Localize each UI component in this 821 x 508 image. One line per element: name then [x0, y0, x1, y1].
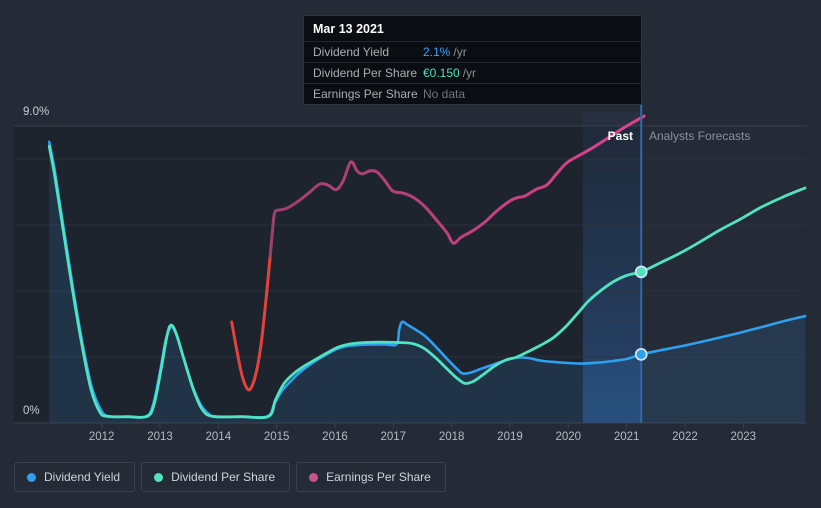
dividend-yield-area	[49, 141, 806, 424]
y-axis-label-bottom: 0%	[23, 405, 40, 417]
legend-item-earnings-per-share[interactable]: Earnings Per Share	[296, 462, 446, 492]
x-axis-label-2023: 2023	[730, 431, 757, 443]
x-axis-label-2013: 2013	[147, 431, 173, 443]
tooltip-value: 2.1%	[423, 45, 451, 59]
chart-canvas[interactable]	[0, 0, 821, 452]
dividend-per-share-marker	[634, 265, 648, 279]
x-axis-label-2022: 2022	[672, 431, 698, 443]
tooltip-unit: /yr	[462, 66, 477, 80]
dividend-per-share-line	[47, 144, 807, 420]
x-axis-label-2018: 2018	[438, 431, 465, 443]
legend-label: Earnings Per Share	[326, 470, 431, 484]
past-region-background	[14, 126, 642, 423]
dividend-yield-dot-icon	[27, 472, 36, 482]
earnings-per-share-dot-icon	[309, 472, 319, 482]
dividend-per-share-dot-icon	[154, 472, 164, 482]
tooltip-row-earnings-per-share: Earnings Per Share No data	[304, 83, 641, 104]
x-axis-label-2014: 2014	[205, 431, 232, 443]
chart-legend: Dividend Yield Dividend Per Share Earnin…	[14, 462, 446, 492]
tooltip-date: Mar 13 2021	[313, 22, 384, 36]
y-axis-label-top: 9.0%	[23, 106, 50, 118]
x-axis-label-2017: 2017	[380, 431, 407, 443]
x-axis-label-2016: 2016	[322, 431, 348, 443]
tooltip-value: No data	[423, 87, 466, 101]
x-axis-label-2019: 2019	[497, 431, 523, 443]
tooltip-row-dividend-per-share: Dividend Per Share €0.150 /yr	[304, 62, 641, 83]
tooltip-row-dividend-yield: Dividend Yield 2.1% /yr	[304, 41, 641, 62]
earnings-per-share-line	[268, 114, 646, 258]
dividend-yield-marker	[634, 347, 648, 361]
x-axis-label-2020: 2020	[555, 431, 582, 443]
selected-range-highlight	[582, 112, 642, 423]
tooltip-unit: /yr	[453, 45, 467, 59]
x-axis-label-2012: 2012	[88, 431, 115, 443]
chart-tooltip: Mar 13 2021 Dividend Yield 2.1% /yr Divi…	[303, 15, 642, 105]
analysts-forecasts-label: Analysts Forecasts	[649, 129, 751, 143]
legend-label: Dividend Yield	[44, 470, 121, 484]
tooltip-value: €0.150	[423, 66, 460, 80]
x-axis-label-2021: 2021	[613, 431, 640, 443]
eps-red-segment	[230, 254, 272, 392]
tooltip-label: Dividend Per Share	[313, 66, 418, 80]
tooltip-label: Earnings Per Share	[313, 87, 418, 101]
x-axis-label-2015: 2015	[263, 431, 290, 443]
legend-label: Dividend Per Share	[171, 470, 276, 484]
legend-item-dividend-per-share[interactable]: Dividend Per Share	[141, 462, 291, 492]
tooltip-label: Dividend Yield	[313, 45, 390, 59]
past-label: Past	[607, 129, 633, 143]
legend-item-dividend-yield[interactable]: Dividend Yield	[14, 462, 136, 492]
